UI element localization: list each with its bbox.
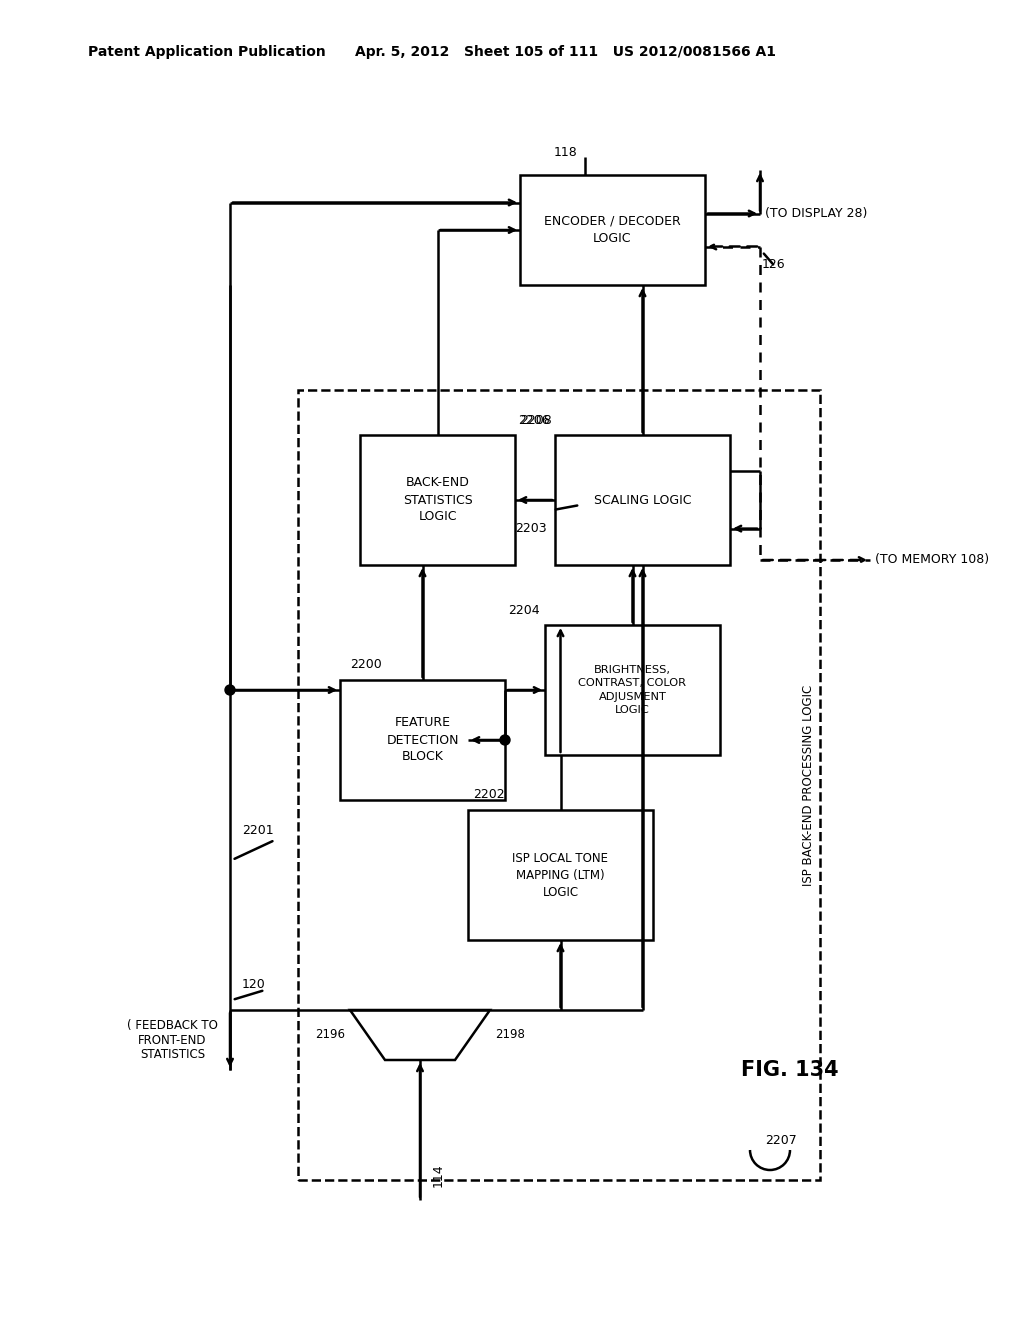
Text: 2203: 2203 bbox=[515, 521, 547, 535]
Bar bbox=[545, 624, 720, 755]
Text: FIG. 134: FIG. 134 bbox=[741, 1060, 839, 1080]
Text: 126: 126 bbox=[762, 257, 785, 271]
Text: ( FEEDBACK TO
FRONT-END
STATISTICS: ( FEEDBACK TO FRONT-END STATISTICS bbox=[127, 1019, 218, 1061]
Text: 2204: 2204 bbox=[508, 603, 540, 616]
Text: (TO MEMORY 108): (TO MEMORY 108) bbox=[874, 553, 989, 566]
Bar bbox=[360, 436, 515, 565]
Text: 2198: 2198 bbox=[495, 1028, 525, 1041]
Text: ENCODER / DECODER
LOGIC: ENCODER / DECODER LOGIC bbox=[544, 215, 681, 246]
Text: (TO DISPLAY 28): (TO DISPLAY 28) bbox=[765, 207, 867, 220]
Text: 2201: 2201 bbox=[242, 824, 273, 837]
Text: 118: 118 bbox=[554, 147, 578, 160]
Bar bbox=[520, 176, 705, 285]
Bar bbox=[468, 810, 653, 940]
Text: 2206: 2206 bbox=[518, 413, 550, 426]
Text: SCALING LOGIC: SCALING LOGIC bbox=[594, 494, 691, 507]
Text: Patent Application Publication: Patent Application Publication bbox=[88, 45, 326, 59]
Text: BRIGHTNESS,
CONTRAST, COLOR
ADJUSMENT
LOGIC: BRIGHTNESS, CONTRAST, COLOR ADJUSMENT LO… bbox=[579, 665, 686, 715]
Text: 2196: 2196 bbox=[315, 1028, 345, 1041]
Circle shape bbox=[225, 685, 234, 696]
Text: BACK-END
STATISTICS
LOGIC: BACK-END STATISTICS LOGIC bbox=[402, 477, 472, 524]
Text: 2202: 2202 bbox=[473, 788, 505, 801]
Bar bbox=[340, 680, 505, 800]
Text: 2200: 2200 bbox=[350, 659, 382, 672]
Text: 2208: 2208 bbox=[520, 413, 552, 426]
Text: ISP LOCAL TONE
MAPPING (LTM)
LOGIC: ISP LOCAL TONE MAPPING (LTM) LOGIC bbox=[512, 851, 608, 899]
Text: FEATURE
DETECTION
BLOCK: FEATURE DETECTION BLOCK bbox=[386, 717, 459, 763]
Bar bbox=[555, 436, 730, 565]
Text: Apr. 5, 2012   Sheet 105 of 111   US 2012/0081566 A1: Apr. 5, 2012 Sheet 105 of 111 US 2012/00… bbox=[355, 45, 776, 59]
Text: 114: 114 bbox=[432, 1163, 445, 1187]
Circle shape bbox=[500, 735, 510, 744]
Text: ISP BACK-END PROCESSING LOGIC: ISP BACK-END PROCESSING LOGIC bbox=[802, 684, 814, 886]
Text: 120: 120 bbox=[242, 978, 266, 991]
Bar bbox=[298, 389, 820, 1180]
Text: 2207: 2207 bbox=[765, 1134, 797, 1147]
